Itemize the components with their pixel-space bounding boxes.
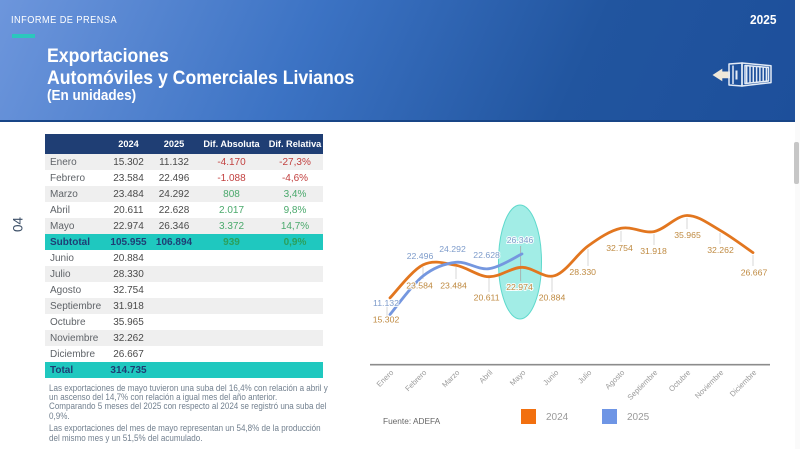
svg-text:28.330: 28.330 xyxy=(569,267,596,277)
svg-text:23.484: 23.484 xyxy=(440,281,467,291)
svg-text:2024: 2024 xyxy=(546,412,569,423)
svg-text:22.628: 22.628 xyxy=(473,250,500,260)
svg-text:Enero: Enero xyxy=(375,368,396,389)
svg-text:Mayo: Mayo xyxy=(508,368,528,388)
svg-text:20.611: 20.611 xyxy=(474,293,500,303)
svg-text:Junio: Junio xyxy=(541,368,560,387)
svg-text:32.262: 32.262 xyxy=(707,245,734,255)
svg-text:Marzo: Marzo xyxy=(440,368,461,389)
svg-text:Agosto: Agosto xyxy=(603,368,626,391)
svg-text:Diciembre: Diciembre xyxy=(728,368,759,399)
svg-text:31.918: 31.918 xyxy=(640,246,667,256)
svg-text:Noviembre: Noviembre xyxy=(693,368,725,400)
svg-text:26.667: 26.667 xyxy=(741,268,768,278)
svg-text:Septiembre: Septiembre xyxy=(626,368,660,402)
svg-text:Febrero: Febrero xyxy=(403,368,428,393)
svg-text:24.292: 24.292 xyxy=(439,244,466,254)
svg-text:2025: 2025 xyxy=(627,412,650,423)
svg-text:23.584: 23.584 xyxy=(406,281,433,291)
svg-text:20.884: 20.884 xyxy=(539,293,566,303)
svg-text:15.302: 15.302 xyxy=(373,315,400,325)
svg-text:Julio: Julio xyxy=(576,368,593,385)
svg-text:11.132: 11.132 xyxy=(373,298,399,308)
svg-text:Fuente: ADEFA: Fuente: ADEFA xyxy=(383,416,441,426)
svg-text:22.496: 22.496 xyxy=(407,251,434,261)
svg-text:Abril: Abril xyxy=(477,368,494,385)
svg-text:26.346: 26.346 xyxy=(507,235,534,245)
svg-text:22.974: 22.974 xyxy=(506,282,533,292)
svg-text:32.754: 32.754 xyxy=(606,243,633,253)
svg-text:Octubre: Octubre xyxy=(667,368,692,393)
svg-text:35.965: 35.965 xyxy=(674,230,701,240)
